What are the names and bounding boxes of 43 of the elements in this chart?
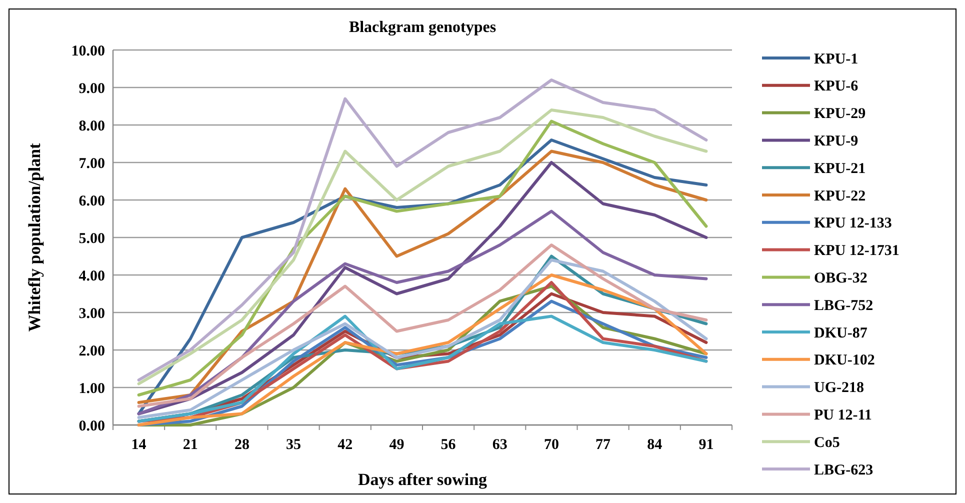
line-series: [137, 210, 708, 416]
y-tick-label: 0.00: [78, 418, 105, 434]
y-tick-label: 2.00: [78, 343, 105, 360]
legend-label: KPU-9: [814, 133, 858, 150]
y-tick-label: 3.00: [78, 306, 105, 322]
legend-label: KPU 12-133: [814, 216, 892, 232]
x-tick-label: 35: [286, 437, 302, 453]
x-tick-label: 14: [131, 437, 147, 453]
y-tick-label: 5.00: [78, 230, 105, 247]
y-axis-title: Whitefly population/plant: [25, 142, 44, 332]
legend-label: DKU-102: [814, 352, 875, 369]
x-tick-label: 28: [234, 437, 250, 453]
legend-label: DKU-87: [814, 325, 868, 342]
x-tick-label: 91: [698, 437, 714, 453]
legend-label: KPU-29: [814, 106, 866, 122]
legend-label: KPU-1: [814, 51, 858, 68]
x-axis-title: Days after sowing: [358, 470, 488, 489]
legend-label: Co5: [814, 434, 840, 451]
legend-label: UG-218: [814, 380, 864, 396]
y-tick-label: 4.00: [78, 268, 105, 284]
legend-label: OBG-32: [814, 270, 868, 286]
legend-label: PU 12-11: [814, 407, 872, 424]
y-tick-label: 10.00: [71, 43, 105, 60]
legend-label: KPU-21: [814, 160, 866, 177]
y-tick-label: 9.00: [78, 80, 105, 97]
x-tick-label: 21: [182, 437, 198, 453]
legend-label: LBG-623: [814, 462, 874, 478]
x-tick-label: 84: [647, 437, 663, 453]
legend-label: KPU-6: [814, 78, 859, 95]
legend-label: KPU 12-1731: [814, 243, 900, 260]
x-tick-label: 77: [596, 437, 612, 453]
x-tick-label: 56: [440, 437, 456, 453]
x-tick-label: 42: [338, 437, 353, 453]
x-tick-label: 49: [389, 437, 404, 453]
y-tick-label: 6.00: [78, 193, 105, 210]
x-tick-label: 70: [544, 437, 559, 453]
chart-title: Blackgram genotypes: [348, 19, 496, 36]
y-tick-label: 8.00: [78, 118, 105, 134]
x-tick-label: 63: [492, 437, 508, 453]
legend-label: LBG-752: [814, 298, 874, 314]
y-tick-label: 1.00: [78, 380, 105, 397]
y-tick-label: 7.00: [78, 156, 105, 172]
legend-label: KPU-22: [814, 188, 866, 204]
